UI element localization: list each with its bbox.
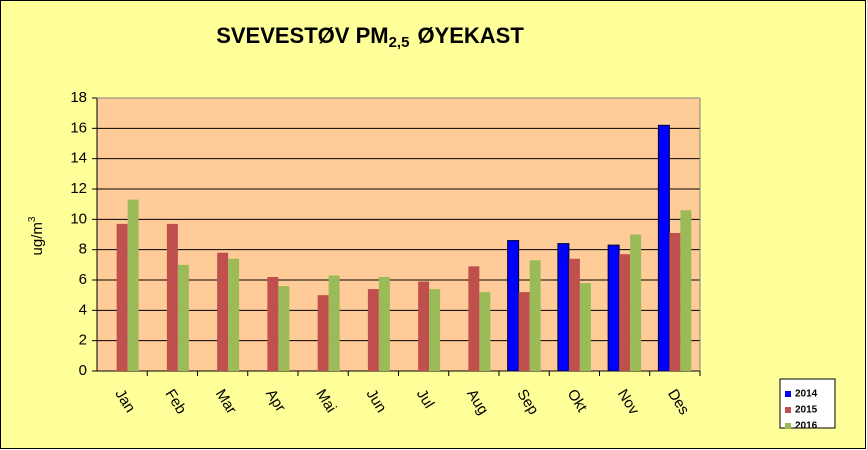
bar [619,254,631,371]
title-subscript: 2,5 [389,34,410,51]
bar [479,292,491,371]
bar [278,286,290,371]
bar [607,244,620,372]
ylabel-superscript: 3 [27,216,38,222]
bar [418,281,430,371]
bar [657,124,670,372]
y-tick-label: 8 [79,241,87,258]
bar [177,264,189,371]
legend-label: 2016 [795,421,818,432]
y-tick-label: 2 [79,332,87,349]
bar [367,289,379,371]
bar [669,232,681,371]
bar [328,275,340,371]
y-tick-label: 18 [70,89,87,106]
bar [166,223,178,371]
bar [267,276,279,371]
bar [579,283,591,371]
y-tick-label: 0 [79,362,87,379]
chart-title: SVEVESTØV PM2,5 ØYEKAST [216,23,524,51]
y-tick-label: 12 [70,180,87,197]
bar [680,210,692,371]
bar [518,292,530,371]
bar [116,223,128,371]
ylabel-main: ug/m [29,222,46,255]
legend-label: 2015 [795,405,818,416]
bar [507,240,520,372]
bar [557,243,570,372]
plot-area [97,98,700,371]
title-main: SVEVESTØV PM [216,23,388,48]
bar [468,266,480,371]
bar [228,258,240,371]
bar [429,289,441,371]
bar [127,199,139,371]
bar [568,258,580,371]
legend-label: 2014 [795,389,818,400]
y-tick-label: 4 [79,301,87,318]
y-axis-label: ug/m3 [27,216,46,255]
bar [529,260,541,371]
bar [217,252,229,371]
y-tick-label: 16 [70,119,87,136]
legend-swatch [785,407,791,413]
bar [630,234,642,371]
title-end: ØYEKAST [417,23,524,48]
bar [317,295,329,371]
legend-swatch [785,391,791,397]
y-tick-label: 10 [70,210,87,227]
bar [378,276,390,371]
legend-swatch [785,423,791,429]
legend [779,378,836,429]
y-tick-label: 14 [70,150,87,167]
y-tick-label: 6 [79,271,87,288]
